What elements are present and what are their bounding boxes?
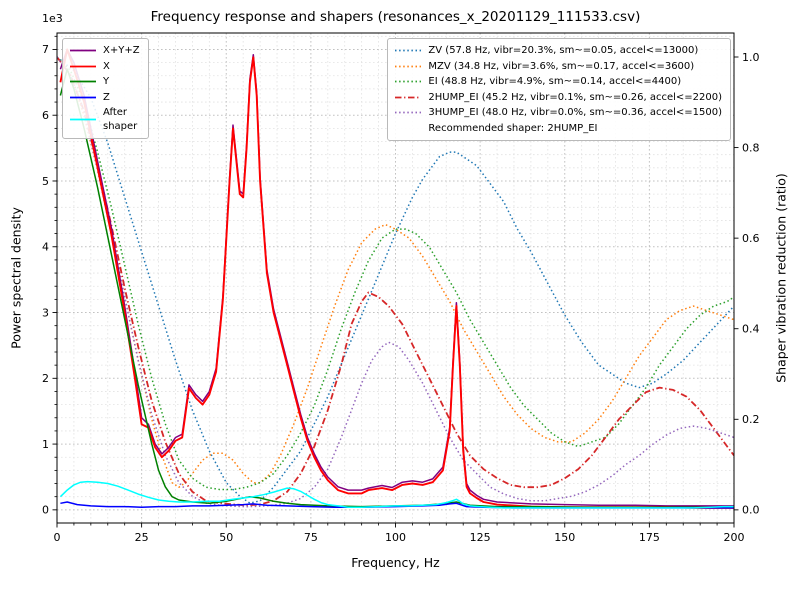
y-left-tick-label: 1 <box>42 438 49 451</box>
curves <box>57 48 734 509</box>
curve-after-shaper <box>59 480 734 509</box>
legend-psd: X+Y+Z X Y Z After shaper <box>62 38 149 139</box>
y-right-tick-label: 0.6 <box>742 232 760 245</box>
legend-item-X+Y+Z: X+Y+Z <box>69 43 140 59</box>
legend-label: Z <box>103 91 110 103</box>
legend-line-sample <box>70 49 96 52</box>
legend-shapers: ZV (57.8 Hz, vibr=20.3%, sm~=0.05, accel… <box>387 38 731 141</box>
y-right-tick-label: 1.0 <box>742 51 760 64</box>
y-right-tick-label: 0.8 <box>742 141 760 154</box>
legend-item-X: X <box>69 59 140 75</box>
legend-line-sample <box>70 118 96 121</box>
legend-item-Z: Z <box>69 90 140 106</box>
curve-EI <box>57 56 734 491</box>
y-axis-offset-label: 1e3 <box>42 12 63 25</box>
legend-item-3HUMP_EI: 3HUMP_EI (48.0 Hz, vibr=0.0%, sm~=0.36, … <box>394 105 722 121</box>
legend-item-EI: EI (48.8 Hz, vibr=4.9%, sm~=0.14, accel<… <box>394 74 722 90</box>
legend-line-sample <box>395 80 422 83</box>
legend-label: Y <box>103 76 110 87</box>
x-tick-label: 125 <box>470 531 491 544</box>
legend-item-ZV: ZV (57.8 Hz, vibr=20.3%, sm~=0.05, accel… <box>394 43 722 59</box>
ticks: 0 25 50 75 100 125 150 175 200 0 1 2 3 4 5 6 7 0.0 0.2 0.4 0… <box>42 35 760 544</box>
legend-line-sample <box>395 96 422 99</box>
y-axis-label-left: Power spectral density <box>8 207 24 349</box>
legend-line-sample <box>395 111 422 114</box>
x-tick-label: 100 <box>385 531 406 544</box>
legend-line-sample <box>70 65 96 68</box>
curve-X <box>59 48 734 509</box>
legend-line-sample <box>70 96 96 99</box>
legend-item-2HUMP_EI: 2HUMP_EI (45.2 Hz, vibr=0.1%, sm~=0.26, … <box>394 90 722 106</box>
x-tick-label: 50 <box>219 531 233 544</box>
y-left-tick-label: 0 <box>42 504 49 517</box>
legend-label: MZV (34.8 Hz, vibr=3.6%, sm~=0.17, accel… <box>428 60 695 72</box>
legend-item-Y: Y <box>69 74 140 90</box>
x-tick-label: 175 <box>639 531 660 544</box>
legend-line-sample <box>395 65 422 68</box>
x-tick-label: 150 <box>554 531 575 544</box>
curve-ZV <box>57 56 734 504</box>
y-right-tick-label: 0.2 <box>742 413 760 426</box>
x-tick-label: 75 <box>304 531 318 544</box>
y-axis-label-right: Shaper vibration reduction (ratio) <box>773 173 789 383</box>
legend-label: After shaper <box>103 107 138 132</box>
legend-label: 3HUMP_EI (48.0 Hz, vibr=0.0%, sm~=0.36, … <box>428 107 722 118</box>
legend-label: X+Y+Z <box>103 45 140 56</box>
y-left-tick-label: 7 <box>42 43 49 56</box>
curve-3HUMP_EI <box>57 56 734 508</box>
y-left-tick-label: 6 <box>42 109 49 122</box>
x-tick-label: 200 <box>724 531 745 544</box>
y-left-tick-label: 2 <box>42 372 49 385</box>
chart-title: Frequency response and shapers (resonanc… <box>150 9 641 25</box>
x-axis-label: Frequency, Hz <box>351 555 440 570</box>
curve-2HUMP_EI <box>57 56 734 507</box>
legend-line-sample <box>395 49 422 52</box>
x-tick-label: 25 <box>135 531 149 544</box>
x-tick-label: 0 <box>54 531 61 544</box>
legend-label: 2HUMP_EI (45.2 Hz, vibr=0.1%, sm~=0.26, … <box>428 91 722 103</box>
legend-label: X <box>103 60 110 72</box>
legend-label: EI (48.8 Hz, vibr=4.9%, sm~=0.14, accel<… <box>428 76 682 87</box>
legend-line-sample <box>70 80 96 83</box>
legend-item-after-shaper: After shaper <box>69 105 140 134</box>
legend-item-MZV: MZV (34.8 Hz, vibr=3.6%, sm~=0.17, accel… <box>394 59 722 75</box>
y-right-tick-label: 0.0 <box>742 504 760 517</box>
y-left-tick-label: 5 <box>42 175 49 188</box>
y-left-tick-label: 4 <box>42 241 49 254</box>
y-left-tick-label: 3 <box>42 306 49 319</box>
legend-note-recommended-shaper: Recommended shaper: 2HUMP_EI <box>428 122 598 134</box>
legend-label: ZV (57.8 Hz, vibr=20.3%, sm~=0.05, accel… <box>428 45 699 56</box>
y-right-tick-label: 0.4 <box>742 323 760 336</box>
